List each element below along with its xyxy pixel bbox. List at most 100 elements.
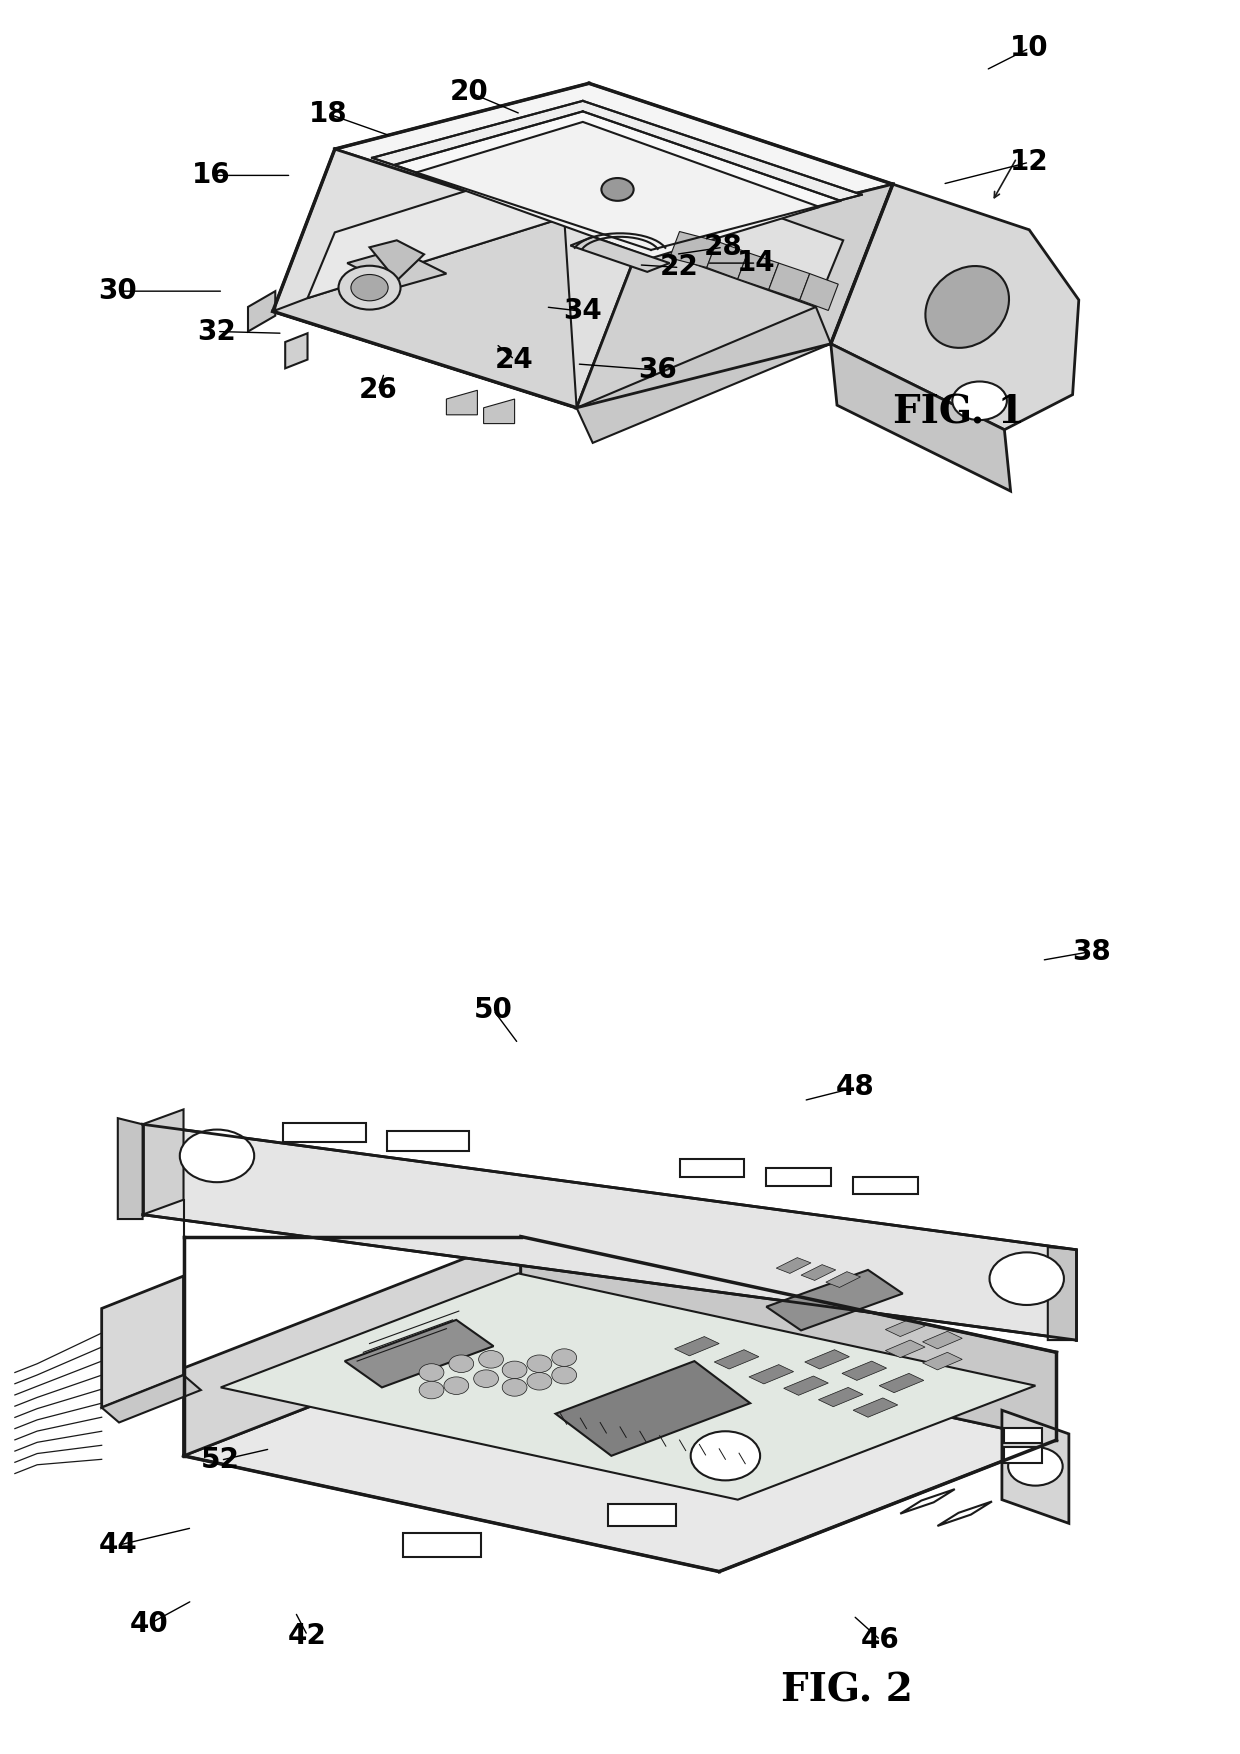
Polygon shape bbox=[776, 1258, 811, 1273]
Circle shape bbox=[502, 1361, 527, 1379]
Polygon shape bbox=[102, 1277, 184, 1407]
Polygon shape bbox=[273, 149, 639, 407]
Circle shape bbox=[444, 1377, 469, 1394]
Polygon shape bbox=[885, 1340, 925, 1358]
Circle shape bbox=[990, 1252, 1064, 1305]
Polygon shape bbox=[370, 240, 424, 281]
Polygon shape bbox=[273, 217, 577, 407]
Circle shape bbox=[419, 1382, 444, 1400]
Polygon shape bbox=[937, 1501, 992, 1526]
Polygon shape bbox=[403, 1533, 481, 1558]
Text: 14: 14 bbox=[737, 249, 776, 277]
Polygon shape bbox=[184, 1324, 1056, 1572]
Polygon shape bbox=[818, 1387, 863, 1407]
Text: 22: 22 bbox=[660, 254, 699, 281]
Polygon shape bbox=[564, 151, 843, 307]
Polygon shape bbox=[900, 1489, 955, 1514]
Polygon shape bbox=[738, 253, 779, 289]
Polygon shape bbox=[769, 263, 810, 300]
Polygon shape bbox=[347, 249, 446, 288]
Polygon shape bbox=[885, 1319, 925, 1337]
Text: 46: 46 bbox=[861, 1626, 900, 1654]
Circle shape bbox=[552, 1349, 577, 1366]
Polygon shape bbox=[248, 291, 275, 332]
Polygon shape bbox=[766, 1168, 831, 1186]
Circle shape bbox=[1008, 1447, 1063, 1486]
Polygon shape bbox=[680, 1159, 744, 1177]
Circle shape bbox=[952, 381, 1007, 421]
Text: 34: 34 bbox=[563, 298, 603, 324]
Text: 40: 40 bbox=[129, 1610, 169, 1638]
Polygon shape bbox=[800, 274, 838, 310]
Polygon shape bbox=[556, 1361, 750, 1456]
Polygon shape bbox=[853, 1398, 898, 1417]
Text: 30: 30 bbox=[98, 277, 138, 305]
Polygon shape bbox=[577, 307, 831, 442]
Circle shape bbox=[527, 1354, 552, 1372]
Polygon shape bbox=[283, 1123, 366, 1142]
Polygon shape bbox=[831, 344, 1011, 491]
Polygon shape bbox=[184, 1237, 521, 1456]
Circle shape bbox=[351, 274, 388, 300]
Polygon shape bbox=[415, 123, 820, 258]
Polygon shape bbox=[387, 1131, 469, 1151]
Polygon shape bbox=[577, 184, 893, 407]
Ellipse shape bbox=[925, 267, 1009, 347]
Text: 44: 44 bbox=[98, 1531, 138, 1559]
Polygon shape bbox=[842, 1361, 887, 1380]
Polygon shape bbox=[521, 1237, 1056, 1440]
Circle shape bbox=[474, 1370, 498, 1387]
Polygon shape bbox=[879, 1373, 924, 1393]
Text: 48: 48 bbox=[836, 1073, 875, 1102]
Polygon shape bbox=[143, 1109, 184, 1214]
Circle shape bbox=[339, 265, 401, 309]
Text: 16: 16 bbox=[191, 161, 231, 189]
Polygon shape bbox=[102, 1375, 201, 1422]
Text: 10: 10 bbox=[1009, 35, 1049, 61]
Text: 52: 52 bbox=[201, 1447, 241, 1473]
Polygon shape bbox=[372, 100, 862, 251]
Polygon shape bbox=[826, 1272, 861, 1287]
Polygon shape bbox=[273, 247, 831, 407]
Polygon shape bbox=[446, 389, 477, 414]
Text: 18: 18 bbox=[309, 100, 348, 128]
Polygon shape bbox=[1004, 1447, 1042, 1463]
Polygon shape bbox=[1002, 1410, 1069, 1522]
Polygon shape bbox=[675, 1337, 719, 1356]
Text: 26: 26 bbox=[358, 377, 398, 403]
Polygon shape bbox=[118, 1119, 143, 1219]
Circle shape bbox=[601, 177, 634, 202]
Text: 32: 32 bbox=[197, 317, 237, 346]
Polygon shape bbox=[784, 1375, 828, 1396]
Circle shape bbox=[449, 1354, 474, 1372]
Polygon shape bbox=[484, 398, 515, 423]
Polygon shape bbox=[853, 1177, 918, 1194]
Text: 24: 24 bbox=[495, 346, 534, 374]
Polygon shape bbox=[1004, 1428, 1042, 1442]
Text: 20: 20 bbox=[449, 79, 489, 105]
Text: 42: 42 bbox=[288, 1622, 327, 1649]
Polygon shape bbox=[801, 1265, 836, 1280]
Polygon shape bbox=[221, 1273, 1035, 1500]
Polygon shape bbox=[831, 184, 1079, 430]
Text: 36: 36 bbox=[637, 356, 677, 384]
Polygon shape bbox=[394, 111, 841, 254]
Polygon shape bbox=[923, 1352, 962, 1370]
Polygon shape bbox=[608, 1505, 676, 1526]
Text: FIG. 1: FIG. 1 bbox=[893, 393, 1024, 431]
Circle shape bbox=[691, 1431, 760, 1480]
Circle shape bbox=[419, 1365, 444, 1382]
Text: 12: 12 bbox=[1009, 149, 1049, 175]
Polygon shape bbox=[285, 333, 308, 368]
Text: FIG. 2: FIG. 2 bbox=[781, 1672, 913, 1710]
Polygon shape bbox=[707, 242, 748, 279]
Polygon shape bbox=[805, 1351, 849, 1368]
Circle shape bbox=[479, 1351, 503, 1368]
Polygon shape bbox=[345, 1319, 494, 1387]
Circle shape bbox=[527, 1372, 552, 1389]
Text: 50: 50 bbox=[474, 996, 513, 1024]
Circle shape bbox=[552, 1366, 577, 1384]
Polygon shape bbox=[308, 151, 593, 298]
Text: 38: 38 bbox=[1071, 938, 1111, 965]
Text: 28: 28 bbox=[703, 233, 743, 261]
